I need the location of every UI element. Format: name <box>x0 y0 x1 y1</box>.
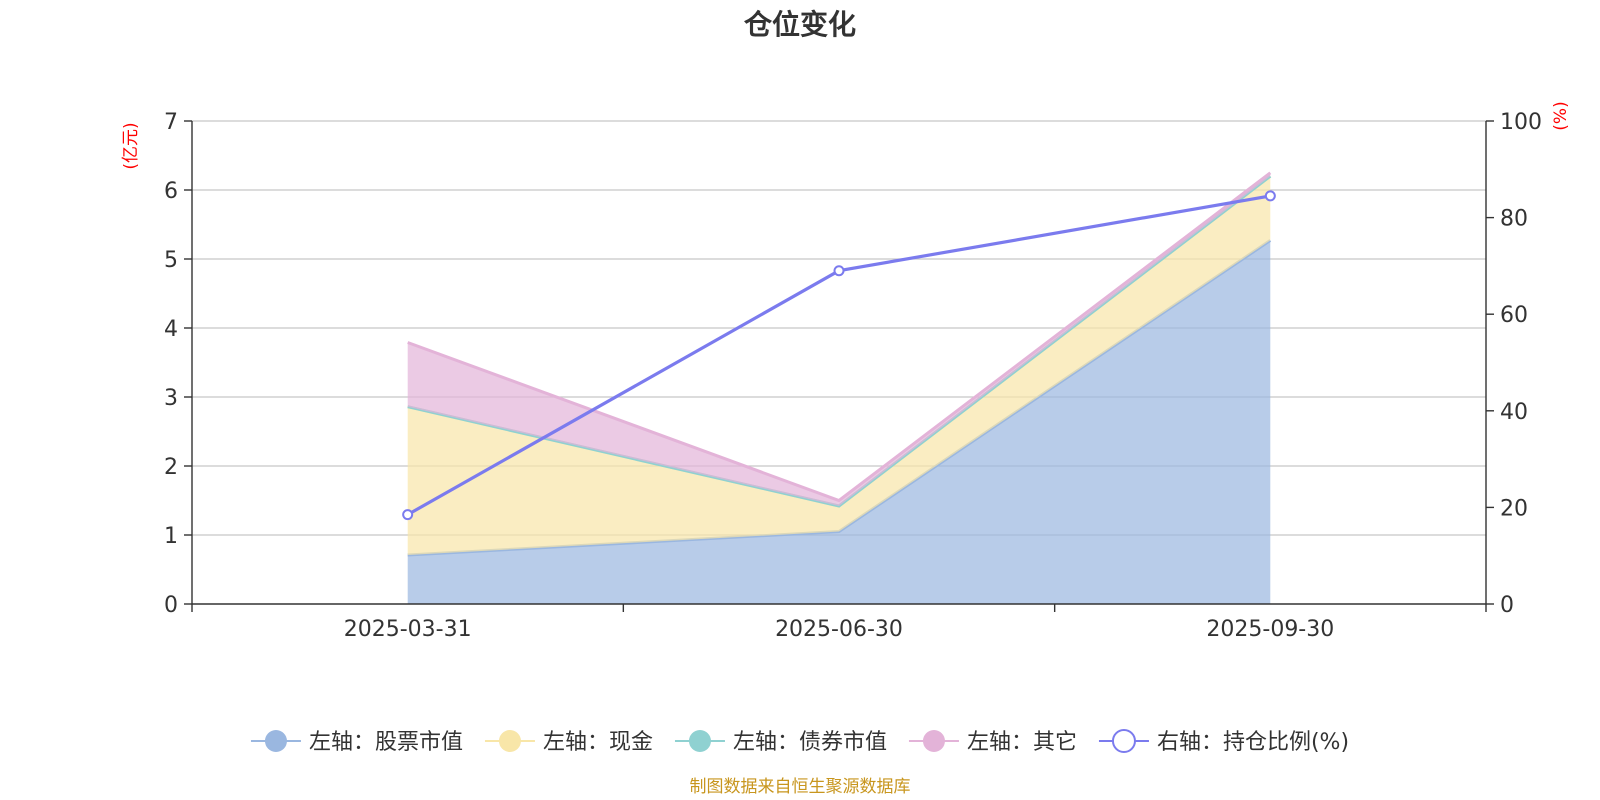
legend-label: 左轴：现金 <box>543 730 653 755</box>
legend-marker <box>1111 729 1136 753</box>
ratio-point <box>1264 190 1276 202</box>
area-series <box>407 171 1272 604</box>
legend-label: 左轴：股票市值 <box>309 730 463 755</box>
legend-item: 左轴：其它 <box>908 730 1077 755</box>
left-tick-label: 1 <box>164 524 178 549</box>
right-axis-unit: (%) <box>1551 101 1571 130</box>
legend: 左轴：股票市值 左轴：现金 左轴：债券市值 左轴：其它 右轴：持仓比例(%) <box>250 729 1349 755</box>
area-edge-3 <box>407 171 1272 503</box>
left-tick-label: 6 <box>164 179 178 204</box>
legend-marker <box>688 730 711 752</box>
area-fill-0 <box>407 240 1271 604</box>
left-tick-label: 7 <box>164 110 178 135</box>
area-fill-1 <box>407 176 1271 555</box>
right-tick-label: 100 <box>1500 110 1542 135</box>
legend-marker <box>264 730 287 752</box>
left-tick-label: 4 <box>164 317 178 342</box>
legend-label: 左轴：债券市值 <box>733 730 887 755</box>
x-tick-label: 2025-09-30 <box>1206 617 1334 642</box>
legend-label: 右轴：持仓比例(%) <box>1157 730 1349 755</box>
source-note: 制图数据来自恒生聚源数据库 <box>690 777 911 797</box>
chart-title: 仓位变化 <box>744 8 856 41</box>
legend-marker <box>922 730 945 752</box>
x-tick-label: 2025-03-31 <box>344 617 472 642</box>
legend-marker <box>498 730 521 752</box>
legend-item: 左轴：债券市值 <box>674 730 887 755</box>
left-tick-label: 2 <box>164 455 178 480</box>
grid <box>192 120 1486 536</box>
x-tick-label: 2025-06-30 <box>775 617 903 642</box>
left-axis-unit: (亿元) <box>121 122 141 169</box>
left-tick-label: 3 <box>164 386 178 411</box>
ratio-line-series <box>402 190 1276 521</box>
legend-item: 右轴：持仓比例(%) <box>1098 729 1349 755</box>
right-tick-label: 20 <box>1500 496 1528 521</box>
ratio-point <box>833 265 845 277</box>
right-tick-label: 60 <box>1500 303 1528 328</box>
right-tick-label: 40 <box>1500 400 1528 425</box>
legend-item: 左轴：股票市值 <box>250 730 463 755</box>
left-tick-label: 5 <box>164 248 178 273</box>
left-tick-label: 0 <box>164 593 178 618</box>
axes: 0 1 2 3 4 5 6 7 0 20 40 60 80 100 2025-03-31 2025-06-30… <box>164 110 1542 642</box>
legend-label: 左轴：其它 <box>967 730 1077 755</box>
right-tick-label: 80 <box>1500 207 1528 232</box>
ratio-point <box>402 509 414 521</box>
legend-item: 左轴：现金 <box>484 730 653 755</box>
right-tick-label: 0 <box>1500 593 1514 618</box>
